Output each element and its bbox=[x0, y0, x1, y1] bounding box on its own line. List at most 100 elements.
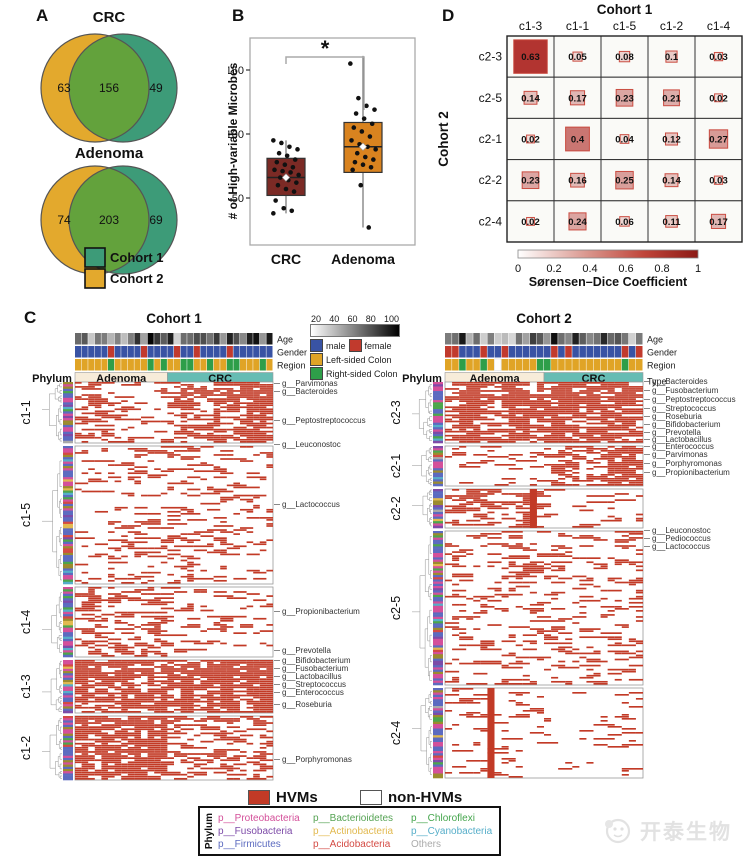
annotation-row-label: Type bbox=[647, 377, 667, 387]
matrix-col-label: c1-1 bbox=[566, 19, 590, 33]
dice-value: 0.03 bbox=[709, 52, 728, 63]
annotation-row-label: Age bbox=[647, 335, 663, 345]
annotation-row-label: Region bbox=[647, 361, 676, 371]
data-point bbox=[287, 144, 292, 150]
dice-value: 0.25 bbox=[615, 176, 634, 187]
phylum-legend-entry: p__Cyanobacteria bbox=[411, 825, 493, 837]
dice-cell bbox=[618, 50, 631, 63]
data-point bbox=[372, 107, 377, 112]
age-tick-label: 100 bbox=[383, 314, 399, 324]
age-tick-label: 60 bbox=[347, 314, 358, 324]
dice-value: 0.23 bbox=[521, 176, 540, 187]
data-point bbox=[364, 103, 369, 109]
dice-cell bbox=[615, 88, 634, 107]
non-hvm-swatch bbox=[360, 790, 382, 805]
dice-cell bbox=[664, 132, 679, 146]
data-point bbox=[276, 150, 282, 156]
heatmap-cells-c2-1 bbox=[445, 446, 643, 486]
y-tick-label: 100 bbox=[228, 129, 244, 141]
genus-label: g__Lactobacillus bbox=[652, 435, 712, 444]
cluster-label-c1-1: c1-1 bbox=[20, 400, 33, 424]
genus-label: g__Streptococcus bbox=[282, 680, 346, 689]
dice-value: 0.17 bbox=[709, 217, 728, 228]
gender-legend: male female bbox=[310, 339, 440, 352]
dice-value: 0.14 bbox=[521, 93, 540, 104]
panel-c-label: C bbox=[24, 308, 37, 327]
genus-label: g__Lactobacillus bbox=[282, 672, 342, 681]
data-point bbox=[290, 164, 296, 170]
matrix-col-label: c1-4 bbox=[707, 19, 731, 33]
heatmap-cells-c2-2 bbox=[445, 489, 643, 528]
dice-value: 0.17 bbox=[568, 93, 587, 104]
dice-cell bbox=[569, 90, 586, 106]
data-point bbox=[348, 61, 353, 66]
phylum-legend-entry: p__Firmicutes bbox=[218, 838, 281, 850]
heatmap-cells-c2-5 bbox=[445, 531, 643, 685]
heatmap-cells-c1-3 bbox=[75, 660, 273, 713]
phylum-legend-entry: p__Proteobacteria bbox=[218, 812, 300, 824]
venn-legend-label: Cohort 1 bbox=[110, 250, 163, 265]
phylum-legend-entry: p__Bacterioidetes bbox=[313, 812, 394, 824]
cluster-label-c1-4: c1-4 bbox=[20, 610, 33, 634]
cohort-title: Cohort 1 bbox=[146, 311, 202, 326]
panel-a-label: A bbox=[36, 6, 49, 25]
data-point bbox=[277, 175, 283, 180]
data-point bbox=[279, 140, 284, 146]
data-point bbox=[296, 172, 301, 178]
phylum-column-header: Phylum bbox=[402, 373, 442, 385]
data-point bbox=[288, 170, 293, 175]
dice-value: 0.14 bbox=[662, 176, 681, 187]
data-point bbox=[354, 150, 360, 156]
venn-legend-label: Cohort 2 bbox=[110, 271, 163, 286]
dice-cell bbox=[713, 175, 724, 185]
phylum-legend-entry: p__Fusobacteria bbox=[218, 825, 293, 837]
genus-label: g__Enterococcus bbox=[282, 688, 344, 697]
heatmap-cells-c1-1 bbox=[75, 382, 273, 443]
annotation-row-label: Region bbox=[277, 361, 306, 371]
genus-label: g__Bacteroides bbox=[282, 387, 338, 396]
phylum-legend-entry: p__Chloroflexi bbox=[411, 812, 475, 824]
dice-value: 0.05 bbox=[568, 52, 587, 63]
gender-label: female bbox=[364, 340, 392, 351]
data-point bbox=[271, 138, 276, 143]
dice-cell bbox=[619, 216, 630, 227]
hvm-label: HVMs bbox=[276, 789, 318, 806]
region-label: Left-sided Colon bbox=[326, 354, 392, 365]
dice-cell bbox=[708, 129, 729, 149]
dice-value: 0.63 bbox=[521, 52, 540, 63]
annotation-row-label: Gender bbox=[277, 348, 307, 358]
cluster-label-c2-3: c2-3 bbox=[390, 400, 403, 424]
cluster-label-c1-3: c1-3 bbox=[20, 674, 33, 698]
data-point bbox=[353, 111, 359, 116]
y-tick-label: 50 bbox=[232, 193, 244, 205]
venn-legend-swatch bbox=[84, 247, 106, 268]
dice-value: 0.24 bbox=[568, 217, 587, 228]
matrix-row-label: c2-3 bbox=[479, 50, 503, 64]
annotation-row-label: Age bbox=[277, 335, 293, 345]
dice-cell bbox=[714, 93, 723, 103]
panel-b-label: B bbox=[232, 6, 245, 25]
dice-value: 0.12 bbox=[662, 135, 681, 146]
gender-swatch bbox=[310, 339, 323, 352]
genus-label: g__Leuconostoc bbox=[652, 526, 711, 535]
data-point bbox=[294, 180, 299, 185]
venn-count-shared: 203 bbox=[99, 213, 119, 227]
genus-label: g__Peptostreptococcus bbox=[652, 395, 736, 404]
genus-label: g__Parvimonas bbox=[282, 379, 338, 388]
data-point bbox=[350, 167, 355, 173]
dice-value: 0.23 bbox=[615, 93, 634, 104]
dice-cell bbox=[526, 134, 535, 144]
heatmap-cells-c1-4 bbox=[75, 587, 273, 657]
nonhvm-legend-item: non-HVMs bbox=[360, 789, 462, 806]
genus-label: g__Peptostreptococcus bbox=[282, 416, 366, 425]
venn-count-shared: 156 bbox=[99, 81, 119, 95]
venn-count-cohort2-only: 63 bbox=[57, 81, 71, 95]
venn-diagrams: CRC 63 156 49 Adenoma 74 203 69 Cohort 1 Cohort 2 bbox=[40, 9, 178, 289]
hvm-legend-item: HVMs bbox=[248, 789, 318, 806]
panel-d-label: D bbox=[442, 6, 455, 25]
heatmap-cells-c2-4 bbox=[445, 688, 643, 778]
data-point bbox=[291, 189, 297, 194]
cluster-label-c2-1: c2-1 bbox=[390, 454, 403, 478]
